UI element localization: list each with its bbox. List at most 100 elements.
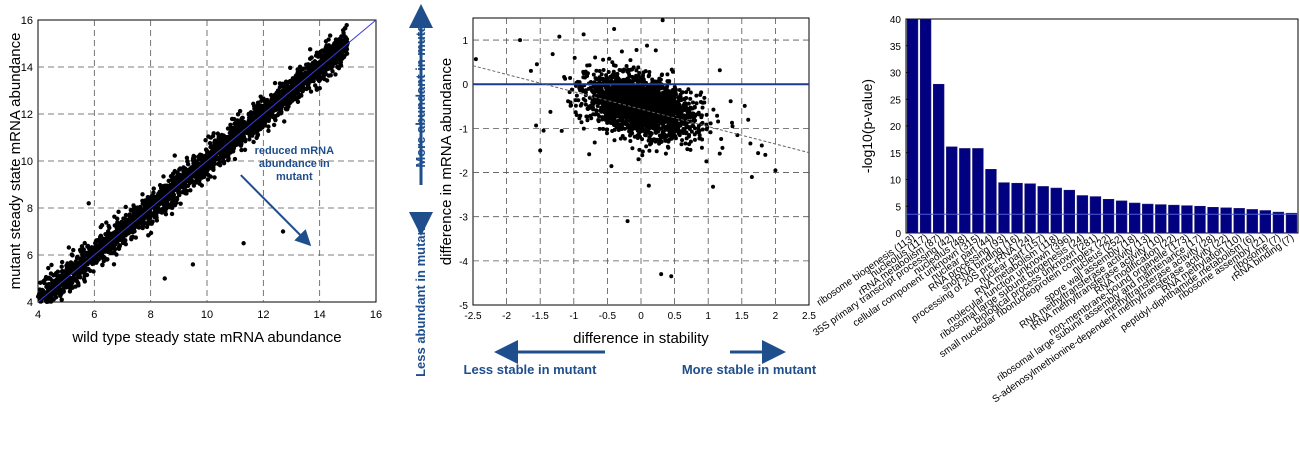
data-point — [49, 262, 54, 268]
data-point — [607, 102, 612, 107]
data-point — [248, 127, 253, 133]
data-point — [81, 277, 87, 282]
data-point — [168, 173, 174, 179]
x-tick-label: 10 — [201, 309, 213, 321]
data-point — [692, 137, 697, 142]
data-point — [217, 136, 223, 142]
data-point — [339, 34, 344, 39]
data-point — [596, 119, 601, 124]
data-point — [335, 54, 340, 59]
y-tick-label: 10 — [21, 156, 33, 168]
data-point — [82, 240, 87, 246]
data-point — [644, 144, 649, 149]
data-point — [116, 246, 122, 251]
data-point — [583, 88, 588, 93]
data-point — [646, 92, 651, 97]
data-point — [672, 122, 677, 127]
data-point — [266, 128, 271, 134]
data-point — [606, 70, 611, 75]
data-point — [708, 130, 713, 135]
data-point — [88, 268, 93, 274]
data-point — [79, 244, 85, 249]
data-point — [660, 72, 665, 77]
data-point — [697, 128, 702, 133]
data-point — [151, 210, 157, 216]
data-point — [690, 100, 695, 105]
data-point — [604, 100, 609, 105]
data-point — [630, 116, 635, 121]
data-point — [591, 72, 596, 77]
data-point — [195, 171, 200, 176]
data-point — [636, 101, 641, 106]
data-point — [618, 122, 623, 127]
data-point — [151, 190, 156, 195]
data-point — [628, 139, 633, 144]
x-tick-label: 6 — [91, 309, 97, 321]
data-point — [190, 262, 196, 267]
data-point — [200, 175, 205, 180]
data-point — [659, 100, 664, 105]
data-point — [60, 287, 66, 293]
data-point — [748, 141, 753, 146]
panel-stability-scatter: -2.5 -2 -1.5 -1 -0.5 0 0.5 1 1.5 2 2.5-5-4-3-2-101… — [409, 4, 817, 377]
data-point — [568, 103, 573, 108]
data-point — [338, 58, 343, 64]
data-point — [634, 84, 639, 89]
data-point — [652, 89, 657, 94]
data-point — [119, 234, 125, 239]
x-axis-label: wild type steady state mRNA abundance — [71, 329, 341, 346]
data-point — [321, 57, 326, 62]
data-point — [593, 76, 598, 81]
data-point — [642, 115, 647, 120]
data-point — [258, 103, 263, 108]
data-point — [693, 118, 698, 123]
data-point — [178, 201, 183, 206]
data-point — [64, 273, 69, 278]
data-point — [323, 71, 329, 77]
data-point — [291, 79, 296, 84]
data-point — [111, 262, 117, 267]
data-point — [642, 92, 647, 97]
data-point — [207, 141, 213, 146]
data-point — [686, 87, 691, 92]
data-point — [260, 117, 266, 122]
data-point — [688, 139, 693, 144]
data-point — [581, 71, 586, 76]
data-point — [263, 102, 268, 108]
data-point — [665, 120, 670, 125]
data-point — [175, 170, 180, 175]
data-point — [677, 102, 682, 107]
data-point — [208, 135, 214, 140]
data-point — [321, 48, 326, 53]
data-point — [657, 115, 662, 120]
data-point — [172, 202, 178, 208]
data-point — [336, 66, 342, 71]
data-point — [127, 212, 132, 217]
data-point — [130, 234, 136, 240]
data-point — [585, 118, 590, 123]
y-tick-label: 12 — [21, 109, 33, 121]
annotation-line: mutant — [276, 171, 313, 183]
data-point — [117, 221, 123, 227]
data-point — [91, 269, 96, 274]
data-point — [680, 90, 685, 95]
data-point — [229, 147, 234, 153]
data-point — [109, 244, 115, 249]
data-point — [652, 101, 657, 106]
data-point — [654, 129, 659, 134]
data-point — [123, 212, 129, 218]
data-point — [583, 102, 588, 107]
data-point — [251, 139, 256, 145]
data-point — [128, 207, 134, 213]
data-point — [594, 109, 599, 114]
data-point — [232, 117, 237, 122]
data-point — [679, 142, 684, 147]
data-point — [217, 159, 222, 165]
data-point — [604, 85, 609, 90]
data-point — [581, 97, 586, 102]
data-point — [692, 104, 697, 109]
data-point — [288, 65, 293, 70]
data-point — [266, 117, 271, 122]
data-point — [607, 56, 612, 61]
